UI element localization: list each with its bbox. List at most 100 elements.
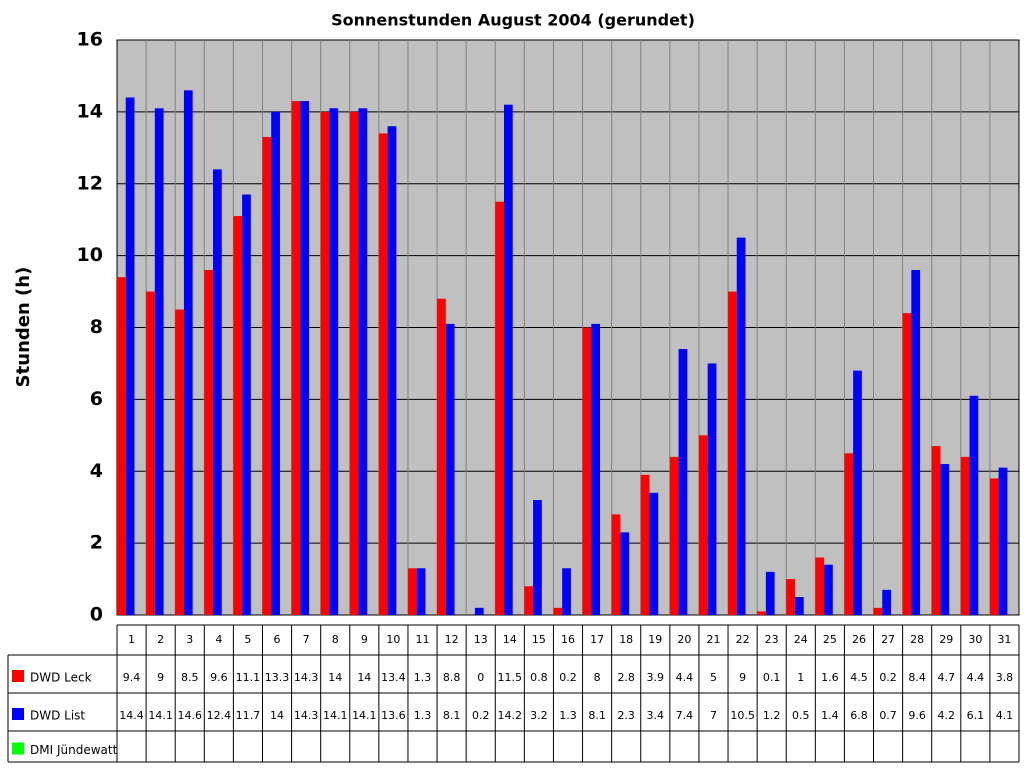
- bar: [553, 607, 563, 615]
- bar: [291, 101, 301, 615]
- legend-swatch: [12, 742, 24, 755]
- x-tick-label: 13: [474, 633, 488, 646]
- data-label: 3.9: [647, 671, 665, 684]
- bar: [794, 597, 804, 615]
- data-label: 3.4: [647, 709, 665, 722]
- data-label: 13.6: [381, 709, 406, 722]
- bar: [503, 104, 513, 615]
- bar: [378, 133, 388, 615]
- x-tick-label: 26: [852, 633, 866, 646]
- data-label: 9: [739, 671, 746, 684]
- data-label: 9: [157, 671, 164, 684]
- bar: [620, 532, 630, 615]
- legend-swatch: [12, 670, 24, 682]
- bar: [320, 111, 330, 615]
- data-label: 2.8: [617, 671, 635, 684]
- bar: [445, 323, 455, 615]
- x-tick-label: 9: [361, 633, 368, 646]
- data-label: 14.3: [294, 709, 319, 722]
- bar: [591, 323, 601, 615]
- bar: [349, 111, 359, 615]
- data-label: 4.5: [850, 671, 868, 684]
- data-label: 14.1: [352, 709, 377, 722]
- bar: [407, 568, 417, 615]
- x-tick-label: 7: [303, 633, 310, 646]
- data-label: 4.4: [676, 671, 694, 684]
- bar: [940, 464, 950, 615]
- data-label: 14.2: [498, 709, 523, 722]
- data-label: 14.4: [119, 709, 144, 722]
- data-label: 10.5: [730, 709, 755, 722]
- x-tick-label: 28: [910, 633, 924, 646]
- data-label: 0.7: [879, 709, 897, 722]
- data-label: 9.6: [908, 709, 926, 722]
- data-label: 7.4: [676, 709, 694, 722]
- bar: [844, 453, 854, 615]
- bar: [678, 349, 688, 615]
- x-tick-label: 23: [765, 633, 779, 646]
- bar: [815, 557, 825, 615]
- data-label: 1.3: [414, 709, 432, 722]
- data-label: 14.3: [294, 671, 319, 684]
- data-label: 4.4: [967, 671, 985, 684]
- x-tick-label: 30: [968, 633, 982, 646]
- data-label: 14.1: [148, 709, 173, 722]
- bar: [204, 270, 214, 615]
- bar: [117, 277, 126, 615]
- data-label: 8: [594, 671, 601, 684]
- data-label: 14: [270, 709, 284, 722]
- data-label: 4.1: [996, 709, 1014, 722]
- x-tick-label: 25: [823, 633, 837, 646]
- bar: [669, 456, 679, 615]
- x-tick-label: 16: [561, 633, 575, 646]
- bar: [416, 568, 426, 615]
- bar: [495, 201, 504, 615]
- x-tick-label: 21: [706, 633, 720, 646]
- x-tick-label: 20: [677, 633, 691, 646]
- data-label: 13.3: [265, 671, 290, 684]
- bar: [765, 571, 775, 615]
- data-label: 13.4: [381, 671, 406, 684]
- bar: [698, 435, 708, 615]
- bar: [786, 579, 795, 615]
- bar: [824, 564, 833, 615]
- bar: [175, 309, 184, 615]
- bar: [931, 446, 941, 615]
- bar: [969, 395, 979, 615]
- data-label: 0: [477, 671, 484, 684]
- y-tick-label: 8: [90, 316, 103, 338]
- data-label: 8.1: [443, 709, 461, 722]
- x-tick-label: 1: [128, 633, 135, 646]
- bar: [989, 478, 999, 615]
- y-tick-label: 16: [77, 29, 103, 51]
- data-label: 11.7: [236, 709, 261, 722]
- bar: [707, 363, 717, 615]
- data-label: 5: [710, 671, 717, 684]
- data-label: 8.1: [588, 709, 606, 722]
- bar: [213, 169, 222, 615]
- x-tick-label: 14: [503, 633, 517, 646]
- x-tick-label: 31: [997, 633, 1011, 646]
- bar: [387, 126, 397, 615]
- bar: [474, 607, 484, 615]
- data-label: 8.4: [908, 671, 926, 684]
- data-label: 11.5: [498, 671, 523, 684]
- data-label: 0.5: [792, 709, 810, 722]
- data-label: 9.6: [210, 671, 228, 684]
- y-tick-label: 2: [90, 532, 103, 554]
- bar: [853, 370, 862, 615]
- data-label: 3.8: [996, 671, 1014, 684]
- bar: [262, 137, 272, 615]
- x-tick-label: 11: [416, 633, 430, 646]
- bar: [757, 611, 766, 615]
- data-label: 4.7: [938, 671, 956, 684]
- data-label: 14.1: [323, 709, 348, 722]
- data-label: 14: [357, 671, 371, 684]
- x-tick-label: 8: [332, 633, 339, 646]
- bar: [271, 111, 280, 615]
- data-label: 11.1: [236, 671, 261, 684]
- x-tick-label: 17: [590, 633, 604, 646]
- x-tick-label: 19: [648, 633, 662, 646]
- legend-label: DMI Jündewatt: [30, 743, 118, 757]
